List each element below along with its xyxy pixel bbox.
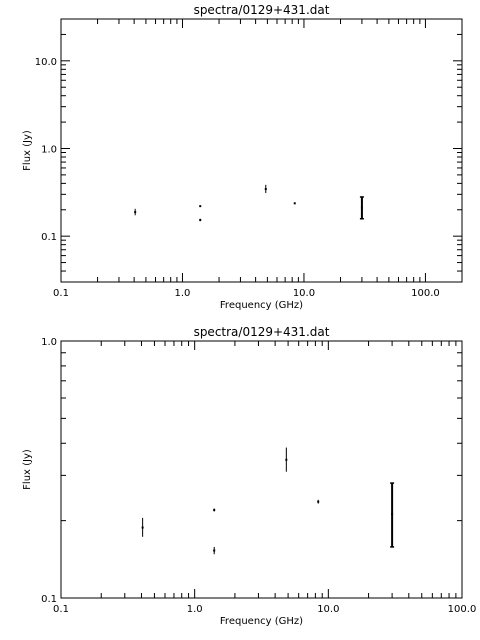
x-tick-label: 0.1: [53, 604, 69, 615]
point-marker: [317, 500, 320, 503]
data-point: [134, 208, 137, 216]
data-point: [213, 546, 216, 555]
data-point: [213, 508, 216, 512]
data-point: [199, 218, 202, 222]
x-tick-label: 100.0: [448, 604, 477, 615]
point-marker: [285, 458, 288, 461]
x-tick-label: 0.1: [53, 288, 69, 299]
y-tick-label: 0.1: [41, 232, 57, 243]
point-marker: [360, 206, 363, 209]
point-marker: [199, 205, 202, 208]
chart-title: spectra/0129+431.dat: [194, 325, 330, 339]
point-marker: [199, 218, 202, 221]
plot-frame: [60, 18, 463, 283]
point-marker: [391, 513, 394, 516]
plot-frame: [60, 340, 463, 599]
chart-panel-2: spectra/0129+431.dat Frequency (GHz) Flux …: [22, 325, 476, 627]
chart-title: spectra/0129+431.dat: [194, 3, 330, 17]
data-point: [264, 184, 267, 194]
y-axis-label: Flux (Jy): [22, 130, 33, 171]
y-tick-label: 0.1: [41, 594, 57, 605]
y-tick-label: 1.0: [41, 144, 57, 155]
x-tick-label: 1.0: [175, 288, 191, 299]
x-axis-label: Frequency (GHz): [220, 616, 303, 627]
point-marker: [134, 211, 137, 214]
data-point: [390, 482, 395, 548]
y-axis-label: Flux (Jy): [22, 449, 33, 490]
y-tick-label: 10.0: [35, 57, 57, 68]
chart-panel-1: spectra/0129+431.dat Frequency (GHz) Flux …: [22, 3, 463, 311]
y-tick-label: 1.0: [41, 337, 57, 348]
point-marker: [264, 188, 267, 191]
x-axis-label: Frequency (GHz): [220, 300, 303, 311]
point-marker: [213, 508, 216, 511]
data-point: [359, 196, 364, 220]
x-tick-label: 100.0: [411, 288, 440, 299]
x-tick-label: 10.0: [317, 604, 339, 615]
x-tick-label: 10.0: [293, 288, 315, 299]
point-marker: [141, 526, 144, 529]
data-point: [141, 517, 144, 537]
data-point: [199, 205, 202, 208]
point-marker: [213, 549, 216, 552]
x-tick-label: 1.0: [187, 604, 203, 615]
data-point: [293, 202, 296, 205]
data-point: [285, 447, 288, 472]
data-point: [317, 499, 320, 504]
point-marker: [293, 202, 296, 205]
